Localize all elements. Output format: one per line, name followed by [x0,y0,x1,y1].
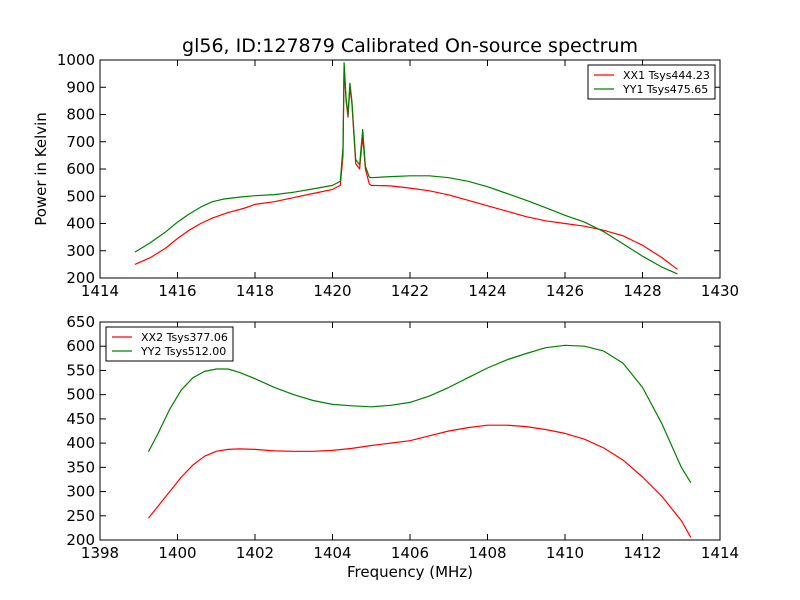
top-y-tick-label-1: 300 [66,242,95,260]
bottom-x-tick-label-7: 1412 [623,544,661,562]
top-series-line-1 [134,62,678,275]
bottom-spectrum-plot: 1398 1400 1402 1404 1406 1408 1410 1412 1414 200 2… [66,313,739,562]
top-series-line-0 [134,66,678,270]
x-axis-label: Frequency (MHz) [347,563,473,581]
top-x-tick-label-4: 1422 [391,282,429,300]
bottom-y-tick-label-3: 350 [66,458,95,476]
top-x-tick-label-7: 1428 [623,282,661,300]
bottom-legend-label-1: YY2 Tsys512.00 [140,345,226,358]
top-legend-box [587,64,716,100]
top-y-tick-label-7: 900 [66,78,95,96]
top-x-tick-label-8: 1430 [701,282,739,300]
bottom-y-tick-label-8: 600 [66,337,95,355]
top-x-tick-label-6: 1426 [546,282,584,300]
bottom-y-tick-label-0: 200 [66,531,95,549]
bottom-x-tick-label-3: 1404 [313,544,351,562]
top-x-tick-label-5: 1424 [468,282,506,300]
bottom-y-tick-label-7: 550 [66,361,95,379]
top-y-tick-label-2: 400 [66,215,95,233]
top-y-tick-label-5: 700 [66,133,95,151]
bottom-y-tick-label-6: 500 [66,386,95,404]
bottom-x-tick-label-5: 1408 [468,544,506,562]
bottom-x-tick-label-2: 1402 [236,544,274,562]
bottom-series-line-1 [147,344,692,484]
top-legend-label-0: XX1 Tsys444.23 [623,69,710,82]
bottom-x-tick-label-0: 1398 [81,544,119,562]
bottom-x-tick-label-4: 1406 [391,544,429,562]
bottom-y-tick-label-1: 250 [66,507,95,525]
bottom-series-line-0 [147,424,692,538]
y-axis-label: Power in Kelvin [32,112,50,226]
bottom-y-tick-label-4: 400 [66,434,95,452]
bottom-y-tick-label-2: 300 [66,483,95,501]
top-x-tick-label-3: 1420 [313,282,351,300]
bottom-legend-box [105,326,234,362]
top-y-tick-label-6: 800 [66,106,95,124]
top-x-tick-label-0: 1414 [81,282,119,300]
figure-title: gl56, ID:127879 Calibrated On-source spe… [182,35,638,57]
top-x-tick-label-2: 1418 [236,282,274,300]
top-y-tick-label-0: 200 [66,269,95,287]
bottom-y-tick-label-9: 650 [66,313,95,331]
bottom-legend-label-0: XX2 Tsys377.06 [141,331,228,344]
bottom-y-tick-label-5: 450 [66,410,95,428]
top-y-tick-label-4: 600 [66,160,95,178]
bottom-x-tick-label-1: 1400 [158,544,196,562]
bottom-x-tick-label-6: 1410 [546,544,584,562]
bottom-x-tick-label-8: 1414 [701,544,739,562]
top-x-tick-label-1: 1416 [158,282,196,300]
top-legend-label-1: YY1 Tsys475.65 [622,83,708,96]
top-spectrum-plot: 1414 1416 1418 1420 1422 1424 1426 1428 1430 200 3… [57,51,739,300]
top-y-tick-label-8: 1000 [57,51,95,69]
top-y-tick-label-3: 500 [66,187,95,205]
